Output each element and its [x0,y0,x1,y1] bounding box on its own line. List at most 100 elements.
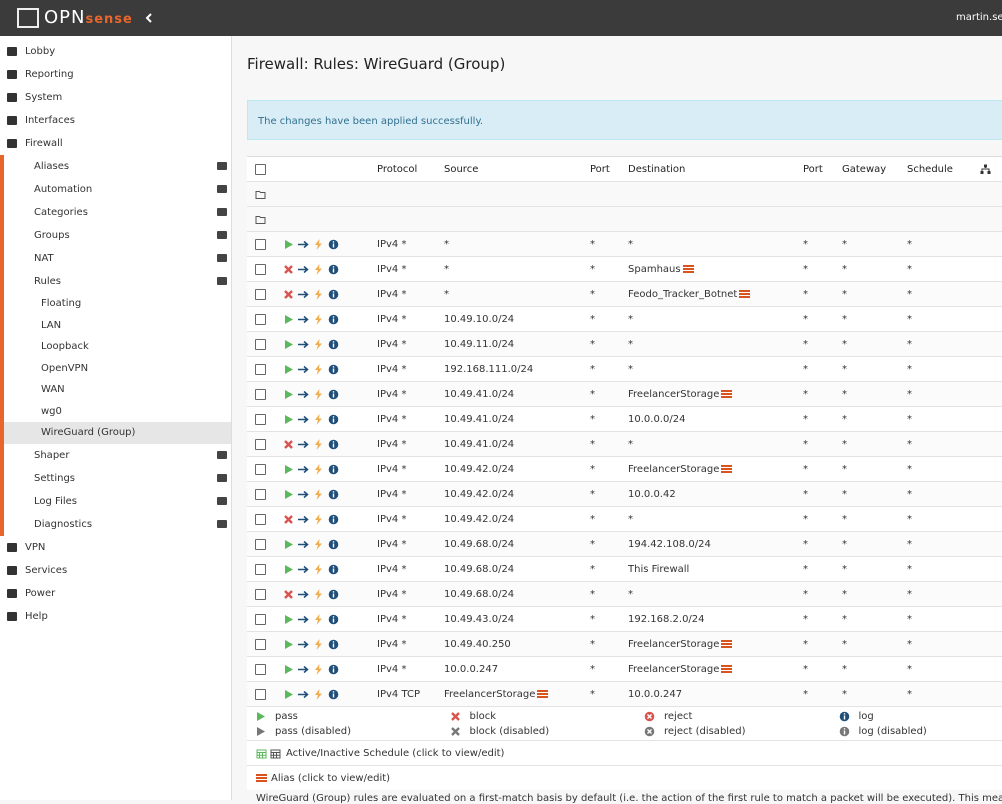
categories-icon [980,164,991,178]
alias-icon[interactable] [537,690,549,698]
rule-row[interactable]: IPv4 * 10.49.10.0/24 * * * * * [247,306,1002,332]
nav-item[interactable]: Settings [0,466,231,490]
legend-icon [450,711,461,722]
direction-icon [298,589,309,603]
rule-checkbox[interactable] [255,489,266,500]
rule-row[interactable]: IPv4 * 10.49.42.0/24 * 10.0.0.42 * * * [247,481,1002,507]
rule-row[interactable]: IPv4 * * * * * * * [247,231,1002,257]
destination: Spamhaus [628,257,694,282]
rule-checkbox[interactable] [255,589,266,600]
nav-item[interactable]: Categories [0,201,231,224]
rule-checkbox[interactable] [255,514,266,525]
rule-checkbox[interactable] [255,264,266,275]
nav-item[interactable]: Aliases [0,155,231,178]
rule-checkbox[interactable] [255,464,266,475]
log-icon [328,514,339,528]
gateway: * [842,357,847,382]
collapse-button[interactable] [144,13,154,23]
action-icon [283,589,294,603]
nav-item[interactable]: Help [0,605,231,628]
rule-row[interactable]: IPv4 * 10.49.42.0/24 * FreelancerStorage * * * [247,456,1002,482]
nav-item[interactable]: System [0,86,231,109]
nav-item[interactable]: Groups [0,224,231,247]
nav-item[interactable]: VPN [0,536,231,559]
rule-checkbox[interactable] [255,339,266,350]
nav-item[interactable]: WAN [0,379,231,401]
destination-text: * [628,239,633,250]
rule-checkbox[interactable] [255,289,266,300]
alias-icon[interactable] [739,290,751,298]
rule-checkbox[interactable] [255,664,266,675]
legend-item: log [839,711,874,722]
rule-row[interactable]: IPv4 * 10.49.43.0/24 * 192.168.2.0/24 * * * [247,606,1002,632]
rule-row[interactable]: IPv4 TCP FreelancerStorage * 10.0.0.247 * * * [247,681,1002,707]
sidebar: Lobby Reporting System Interfaces Firewall Al… [0,36,232,800]
rule-checkbox[interactable] [255,564,266,575]
destination-port: * [803,332,808,357]
rule-row[interactable]: IPv4 * * * Feodo_Tracker_Botnet * * * [247,281,1002,307]
nav-item[interactable]: Reporting [0,63,231,86]
rule-row[interactable]: IPv4 * 10.49.68.0/24 * * * * * [247,581,1002,607]
alias-icon[interactable] [721,640,733,648]
nav-item[interactable]: Services [0,559,231,582]
rule-row[interactable]: IPv4 * 192.168.111.0/24 * * * * * [247,356,1002,382]
alias-icon[interactable] [721,465,733,473]
user-menu[interactable]: martin.sei [956,12,1002,23]
alias-icon[interactable] [721,665,733,673]
nav-item[interactable]: NAT [0,247,231,270]
rule-checkbox[interactable] [255,239,266,250]
nav-item[interactable]: Interfaces [0,109,231,132]
quick-icon-glyph [315,689,322,700]
nav-item[interactable]: WireGuard (Group) [0,422,231,444]
legend-icon-glyph [450,712,460,721]
destination-port-text: * [803,489,808,500]
rule-checkbox[interactable] [255,689,266,700]
alias-icon[interactable] [682,265,694,273]
rule-checkbox[interactable] [255,389,266,400]
log-icon-glyph [328,264,339,275]
category-folder-row[interactable] [247,181,1002,207]
rule-row[interactable]: IPv4 * * * Spamhaus * * * [247,256,1002,282]
rule-row[interactable]: IPv4 * 10.49.42.0/24 * * * * * [247,506,1002,532]
nav-item[interactable]: LAN [0,314,231,336]
nav-item[interactable]: Log Files [0,489,231,513]
gateway: * [842,332,847,357]
nav-item[interactable]: Automation [0,178,231,201]
rule-checkbox[interactable] [255,314,266,325]
rule-checkbox[interactable] [255,614,266,625]
direction-icon [298,639,309,653]
nav-item[interactable]: Loopback [0,336,231,358]
source: 10.49.68.0/24 [444,532,514,557]
nav-item[interactable]: Diagnostics [0,512,231,536]
rule-row[interactable]: IPv4 * 10.49.68.0/24 * This Firewall * * * [247,556,1002,582]
rule-checkbox[interactable] [255,639,266,650]
source-text: 10.49.43.0/24 [444,614,515,625]
nav-item[interactable]: wg0 [0,400,231,422]
nav-item[interactable]: Shaper [0,443,231,467]
rule-checkbox[interactable] [255,539,266,550]
rule-row[interactable]: IPv4 * 10.49.11.0/24 * * * * * [247,331,1002,357]
rule-row[interactable]: IPv4 * 10.49.41.0/24 * 10.0.0.0/24 * * * [247,406,1002,432]
destination: Feodo_Tracker_Botnet [628,282,751,307]
quick-icon-glyph [315,564,322,575]
nav-item[interactable]: Rules [0,270,231,293]
rule-row[interactable]: IPv4 * 10.49.41.0/24 * * * * * [247,431,1002,457]
rule-checkbox[interactable] [255,364,266,375]
rule-row[interactable]: IPv4 * 10.49.40.250 * FreelancerStorage * * * [247,631,1002,657]
category-folder-row[interactable] [247,206,1002,232]
rule-checkbox[interactable] [255,414,266,425]
nav-item[interactable]: Firewall [0,132,231,155]
select-all-checkbox[interactable] [255,164,266,175]
nav-item[interactable]: OpenVPN [0,357,231,379]
alias-icon[interactable] [721,390,733,398]
rule-row[interactable]: IPv4 * 10.49.68.0/24 * 194.42.108.0/24 * * * [247,531,1002,557]
action-icon-glyph [285,315,293,324]
nav-item[interactable]: Floating [0,293,231,315]
rule-row[interactable]: IPv4 * 10.0.0.247 * FreelancerStorage * * * [247,656,1002,682]
nav-item[interactable]: Power [0,582,231,605]
rule-checkbox[interactable] [255,439,266,450]
nav-item[interactable]: Lobby [0,40,231,63]
action-icon-glyph [285,690,293,699]
rule-row[interactable]: IPv4 * 10.49.41.0/24 * FreelancerStorage * * * [247,381,1002,407]
